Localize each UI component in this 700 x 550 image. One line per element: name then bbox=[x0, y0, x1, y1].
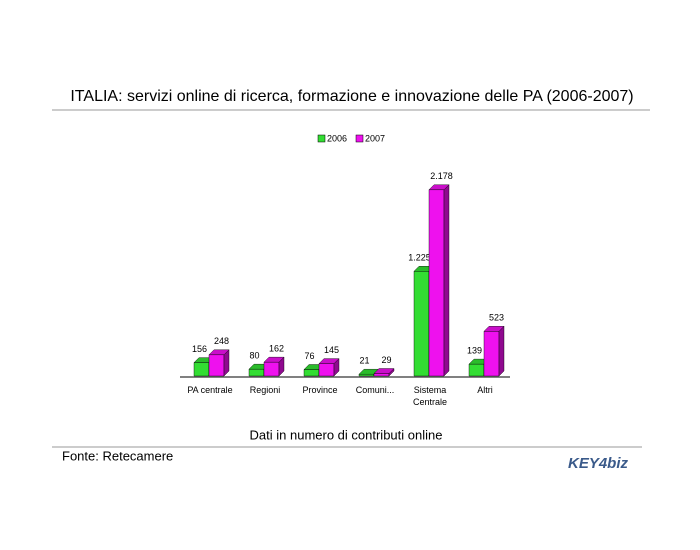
bar-face bbox=[358, 374, 375, 377]
legend-label: 2007 bbox=[365, 133, 385, 143]
x-tick-label: PA centrale bbox=[187, 385, 233, 395]
bar-face bbox=[498, 325, 505, 377]
value-label: 2.178 bbox=[430, 171, 453, 181]
legend-label: 2006 bbox=[327, 133, 347, 143]
bar-face bbox=[208, 349, 230, 355]
value-label: 29 bbox=[381, 355, 391, 365]
value-label: 145 bbox=[324, 345, 339, 355]
bar-face bbox=[428, 184, 450, 190]
bar-face bbox=[318, 363, 335, 377]
bar-face bbox=[193, 362, 210, 377]
subtitle: Dati in numero di contributi online bbox=[250, 427, 443, 442]
bar-face bbox=[263, 356, 285, 363]
source: Fonte: Retecamere bbox=[62, 448, 173, 463]
value-label: 248 bbox=[214, 336, 229, 346]
bar-face bbox=[468, 363, 485, 377]
value-label: 1.225 bbox=[408, 253, 431, 263]
value-label: 80 bbox=[249, 351, 259, 361]
value-label: 21 bbox=[359, 356, 369, 366]
bar bbox=[483, 325, 505, 377]
legend-swatch bbox=[317, 134, 326, 143]
x-tick-label: Sistema Centrale bbox=[412, 385, 448, 407]
bar-face bbox=[208, 354, 225, 377]
bar-face bbox=[483, 326, 505, 332]
bar bbox=[373, 368, 395, 377]
bar-face bbox=[303, 369, 320, 377]
bar bbox=[428, 184, 450, 377]
bar-face bbox=[318, 358, 340, 364]
bar bbox=[263, 356, 285, 377]
bar-face bbox=[373, 373, 390, 377]
bar bbox=[318, 358, 340, 377]
legend-swatch bbox=[355, 134, 364, 143]
bar-face bbox=[483, 331, 500, 377]
value-label: 156 bbox=[192, 344, 207, 354]
bar-face bbox=[263, 361, 280, 377]
bar-face bbox=[428, 189, 445, 377]
value-label: 139 bbox=[467, 345, 482, 355]
logo: KEY4biz bbox=[568, 455, 629, 472]
chart-title: ITALIA: servizi online di ricerca, forma… bbox=[70, 88, 633, 105]
x-tick-label: Regioni bbox=[249, 385, 281, 395]
x-tick-label: Comuni... bbox=[355, 385, 395, 395]
value-label: 162 bbox=[269, 344, 284, 354]
value-label: 523 bbox=[489, 313, 504, 323]
value-label: 76 bbox=[304, 351, 314, 361]
bar-face bbox=[413, 271, 430, 377]
bar-face bbox=[443, 184, 450, 377]
bar-face bbox=[248, 368, 265, 377]
x-tick-label: Province bbox=[302, 385, 338, 395]
bar bbox=[208, 349, 230, 377]
x-tick-label: Altri bbox=[477, 385, 493, 395]
bar-face bbox=[373, 368, 395, 374]
